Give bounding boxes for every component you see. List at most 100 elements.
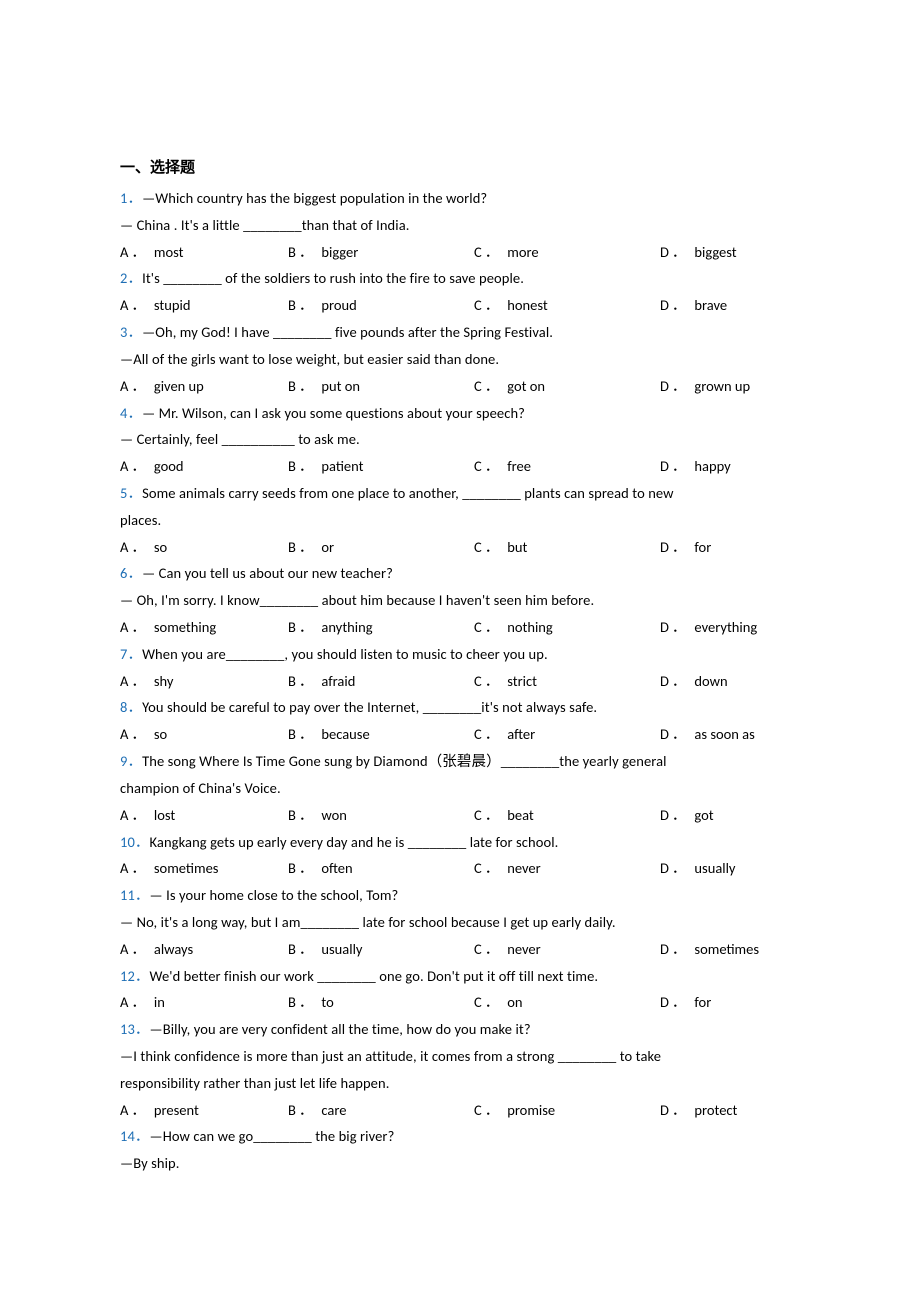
choice-option: A．something: [120, 614, 288, 641]
choices-row: A．lostB．wonC．beatD．got: [120, 802, 800, 829]
question-text: —Billy, you are very confident all the t…: [150, 1020, 531, 1038]
option-dot: ．: [299, 1097, 314, 1124]
choice-option: C． but: [474, 534, 660, 561]
option-letter: B: [288, 668, 296, 695]
option-letter: C: [474, 614, 482, 641]
option-text: after: [507, 721, 535, 748]
option-text: brave: [694, 292, 727, 319]
option-dot: ．: [485, 936, 500, 963]
question-text: Some animals carry seeds from one place …: [142, 484, 674, 502]
question-line: 10．Kangkang gets up early every day and …: [120, 829, 800, 856]
choice-option: C．nothing: [474, 614, 660, 641]
question-block: 1．—Which country has the biggest populat…: [120, 185, 800, 265]
choices-row: A．inB．toC．onD．for: [120, 989, 800, 1016]
choices-row: A．soB．becauseC．afterD．as soon as: [120, 721, 800, 748]
question-text: — Can you tell us about our new teacher?: [142, 564, 393, 582]
option-dot: ．: [131, 802, 146, 829]
option-dot: ．: [485, 668, 500, 695]
option-text: usually: [694, 855, 735, 882]
option-letter: D: [660, 1097, 669, 1124]
question-number: 6．: [120, 564, 142, 582]
option-letter: C: [474, 936, 482, 963]
option-dot: ．: [672, 936, 687, 963]
option-dot: ．: [485, 534, 500, 561]
choice-option: D．happy: [660, 453, 800, 480]
option-dot: ．: [485, 453, 500, 480]
option-letter: C: [474, 534, 482, 561]
question-text: —Which country has the biggest populatio…: [142, 189, 487, 207]
question-number: 11．: [120, 886, 150, 904]
question-number: 14．: [120, 1127, 150, 1145]
option-text: as soon as: [694, 721, 754, 748]
choice-option: D．sometimes: [660, 936, 800, 963]
question-text: The song Where Is Time Gone sung by Diam…: [142, 752, 667, 770]
option-text: got: [694, 802, 713, 829]
option-letter: A: [120, 668, 128, 695]
option-dot: ．: [131, 239, 146, 266]
option-letter: C: [474, 989, 482, 1016]
option-letter: B: [288, 453, 296, 480]
option-text: but: [507, 534, 527, 561]
question-text: You should be careful to pay over the In…: [142, 698, 597, 716]
option-dot: ．: [299, 721, 314, 748]
choice-option: B．put on: [288, 373, 474, 400]
option-letter: B: [288, 936, 296, 963]
choice-option: C．on: [474, 989, 660, 1016]
option-dot: ．: [131, 989, 146, 1016]
option-letter: D: [660, 855, 669, 882]
option-letter: A: [120, 373, 128, 400]
option-text: most: [154, 239, 184, 266]
choice-option: B．afraid: [288, 668, 474, 695]
choice-option: C．strict: [474, 668, 660, 695]
option-text: won: [321, 802, 347, 829]
choices-row: A．sometimesB．oftenC．neverD．usually: [120, 855, 800, 882]
question-block: 11．— Is your home close to the school, T…: [120, 882, 800, 962]
choice-option: D．for: [660, 534, 800, 561]
option-dot: ．: [485, 802, 500, 829]
choice-option: D．usually: [660, 855, 800, 882]
option-letter: A: [120, 721, 128, 748]
choice-option: A．present: [120, 1097, 288, 1124]
choice-option: A．lost: [120, 802, 288, 829]
option-letter: A: [120, 534, 128, 561]
option-letter: B: [288, 989, 296, 1016]
question-number: 4．: [120, 404, 142, 422]
option-dot: ．: [672, 989, 687, 1016]
option-text: proud: [321, 292, 356, 319]
question-block: 7．When you are________, you should liste…: [120, 641, 800, 695]
option-text: nothing: [507, 614, 553, 641]
question-text: — Is your home close to the school, Tom?: [150, 886, 399, 904]
option-letter: C: [474, 1097, 482, 1124]
option-text: often: [321, 855, 352, 882]
option-dot: ．: [131, 855, 146, 882]
option-text: stupid: [154, 292, 191, 319]
option-text: in: [154, 989, 165, 1016]
question-block: 14．—How can we go________ the big river?…: [120, 1123, 800, 1177]
option-letter: A: [120, 239, 128, 266]
option-dot: ．: [131, 453, 146, 480]
option-text: never: [507, 855, 540, 882]
choices-row: A．mostB．biggerC．moreD．biggest: [120, 239, 800, 266]
choices-row: A．stupidB．proudC．honestD．brave: [120, 292, 800, 319]
question-line: 13．—Billy, you are very confident all th…: [120, 1016, 800, 1043]
option-text: afraid: [321, 668, 355, 695]
choice-option: D．everything: [660, 614, 800, 641]
question-line: — China . It's a little ________than tha…: [120, 212, 800, 239]
option-dot: ．: [672, 292, 687, 319]
option-text: put on: [321, 373, 360, 400]
question-block: 9．The song Where Is Time Gone sung by Di…: [120, 748, 800, 828]
choice-option: A．stupid: [120, 292, 288, 319]
choice-option: D．brave: [660, 292, 800, 319]
option-letter: B: [288, 802, 296, 829]
choices-row: A．given upB．put onC．got onD．grown up: [120, 373, 800, 400]
option-text: because: [321, 721, 369, 748]
option-letter: D: [660, 614, 669, 641]
option-letter: A: [120, 453, 128, 480]
option-dot: ．: [672, 721, 687, 748]
question-line: responsibility rather than just let life…: [120, 1070, 800, 1097]
question-number: 8．: [120, 698, 142, 716]
option-dot: ．: [485, 721, 500, 748]
option-letter: C: [474, 855, 482, 882]
choice-option: A．given up: [120, 373, 288, 400]
option-text: everything: [694, 614, 757, 641]
